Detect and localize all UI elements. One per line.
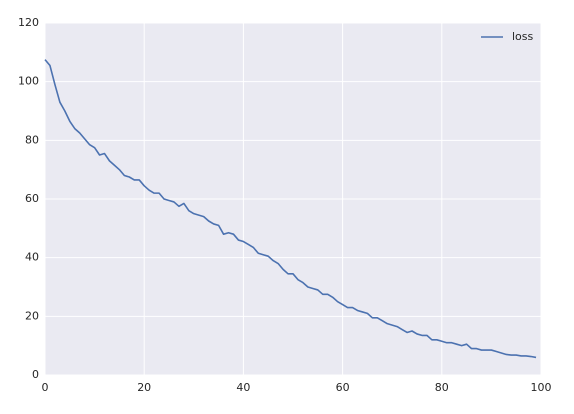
y-tick-label: 100 — [18, 75, 39, 88]
y-tick-label: 120 — [18, 16, 39, 29]
x-tick-label: 100 — [531, 381, 552, 394]
x-tick-label: 0 — [42, 381, 49, 394]
line — [44, 59, 537, 359]
x-tick-label: 40 — [236, 381, 250, 394]
y-tick-label: 60 — [25, 192, 39, 205]
x-tick-label: 80 — [435, 381, 449, 394]
y-tick-label: 40 — [25, 251, 39, 264]
y-tick-label: 20 — [25, 309, 39, 322]
legend-label: loss — [512, 30, 534, 43]
y-tick-label: 80 — [25, 133, 39, 146]
x-tick-label: 60 — [336, 381, 350, 394]
y-tick-label: 0 — [32, 368, 39, 381]
x-tick-label: 20 — [137, 381, 151, 394]
